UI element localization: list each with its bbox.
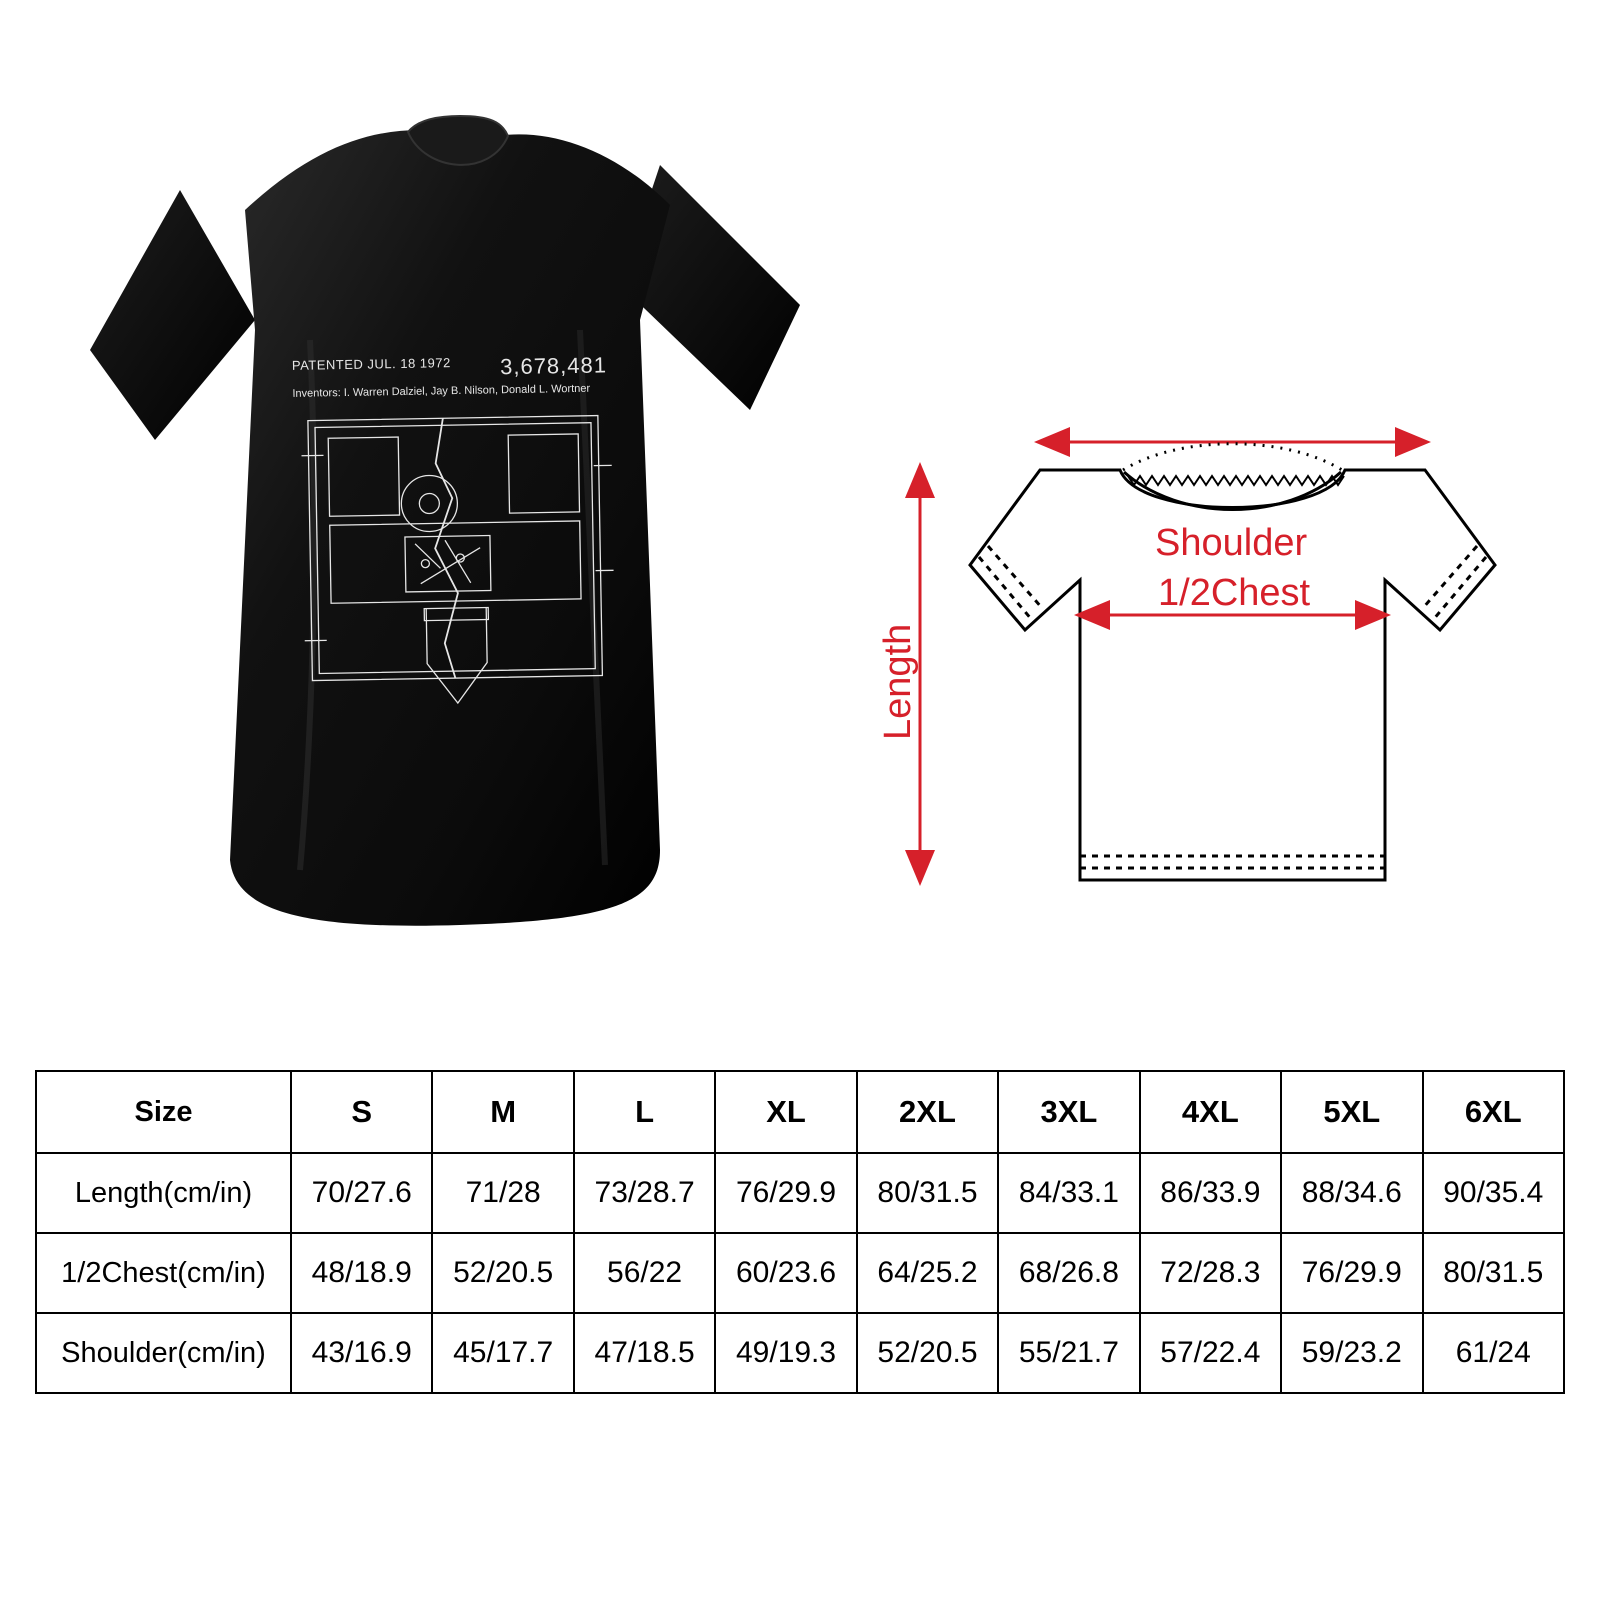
table-cell: 59/23.2 [1281,1313,1422,1393]
product-mockup: PATENTED JUL. 18 1972 3,678,481 Inventor… [60,110,840,940]
col-s: S [291,1071,432,1153]
table-cell: 76/29.9 [1281,1233,1422,1313]
col-xl: XL [715,1071,856,1153]
table-cell: 71/28 [432,1153,573,1233]
size-table: Size S M L XL 2XL 3XL 4XL 5XL 6XL Length… [35,1070,1565,1394]
halfchest-label: 1/2Chest [1158,572,1311,614]
col-2xl: 2XL [857,1071,998,1153]
table-cell: 76/29.9 [715,1153,856,1233]
col-4xl: 4XL [1140,1071,1281,1153]
col-6xl: 6XL [1423,1071,1565,1153]
table-cell: 90/35.4 [1423,1153,1565,1233]
table-row: 1/2Chest(cm/in) 48/18.9 52/20.5 56/22 60… [36,1233,1564,1313]
patent-drawing [293,405,618,721]
col-size: Size [36,1071,291,1153]
table-cell: 73/28.7 [574,1153,715,1233]
table-cell: 72/28.3 [1140,1233,1281,1313]
print-header-right: 3,678,481 [500,352,607,380]
table-header-row: Size S M L XL 2XL 3XL 4XL 5XL 6XL [36,1071,1564,1153]
table-cell: 70/27.6 [291,1153,432,1233]
table-cell: 57/22.4 [1140,1313,1281,1393]
table-cell: 60/23.6 [715,1233,856,1313]
row-label: Length(cm/in) [36,1153,291,1233]
table-cell: 84/33.1 [998,1153,1139,1233]
table-row: Shoulder(cm/in) 43/16.9 45/17.7 47/18.5 … [36,1313,1564,1393]
table-cell: 61/24 [1423,1313,1565,1393]
col-l: L [574,1071,715,1153]
print-header-left: PATENTED JUL. 18 1972 [292,355,451,373]
tshirt-outline [970,444,1495,880]
table-cell: 52/20.5 [432,1233,573,1313]
table-cell: 45/17.7 [432,1313,573,1393]
table-cell: 88/34.6 [1281,1153,1422,1233]
row-label: 1/2Chest(cm/in) [36,1233,291,1313]
table-cell: 55/21.7 [998,1313,1139,1393]
table-cell: 48/18.9 [291,1233,432,1313]
table-cell: 80/31.5 [857,1153,998,1233]
length-label: Length [880,624,919,740]
table-cell: 47/18.5 [574,1313,715,1393]
shoulder-label: Shoulder [1155,522,1307,564]
col-5xl: 5XL [1281,1071,1422,1153]
table-cell: 68/26.8 [998,1233,1139,1313]
table-cell: 49/19.3 [715,1313,856,1393]
table-cell: 86/33.9 [1140,1153,1281,1233]
col-m: M [432,1071,573,1153]
shirt-print-graphic: PATENTED JUL. 18 1972 3,678,481 Inventor… [292,352,628,728]
table-cell: 64/25.2 [857,1233,998,1313]
row-label: Shoulder(cm/in) [36,1313,291,1393]
table-cell: 56/22 [574,1233,715,1313]
table-cell: 43/16.9 [291,1313,432,1393]
size-diagram: Shoulder 1/2Chest Length [880,380,1520,920]
print-inventors: Inventors: I. Warren Dalziel, Jay B. Nil… [292,382,622,401]
size-diagram-svg: Shoulder 1/2Chest Length [880,380,1520,920]
table-cell: 80/31.5 [1423,1233,1565,1313]
table-row: Length(cm/in) 70/27.6 71/28 73/28.7 76/2… [36,1153,1564,1233]
table-cell: 52/20.5 [857,1313,998,1393]
col-3xl: 3XL [998,1071,1139,1153]
